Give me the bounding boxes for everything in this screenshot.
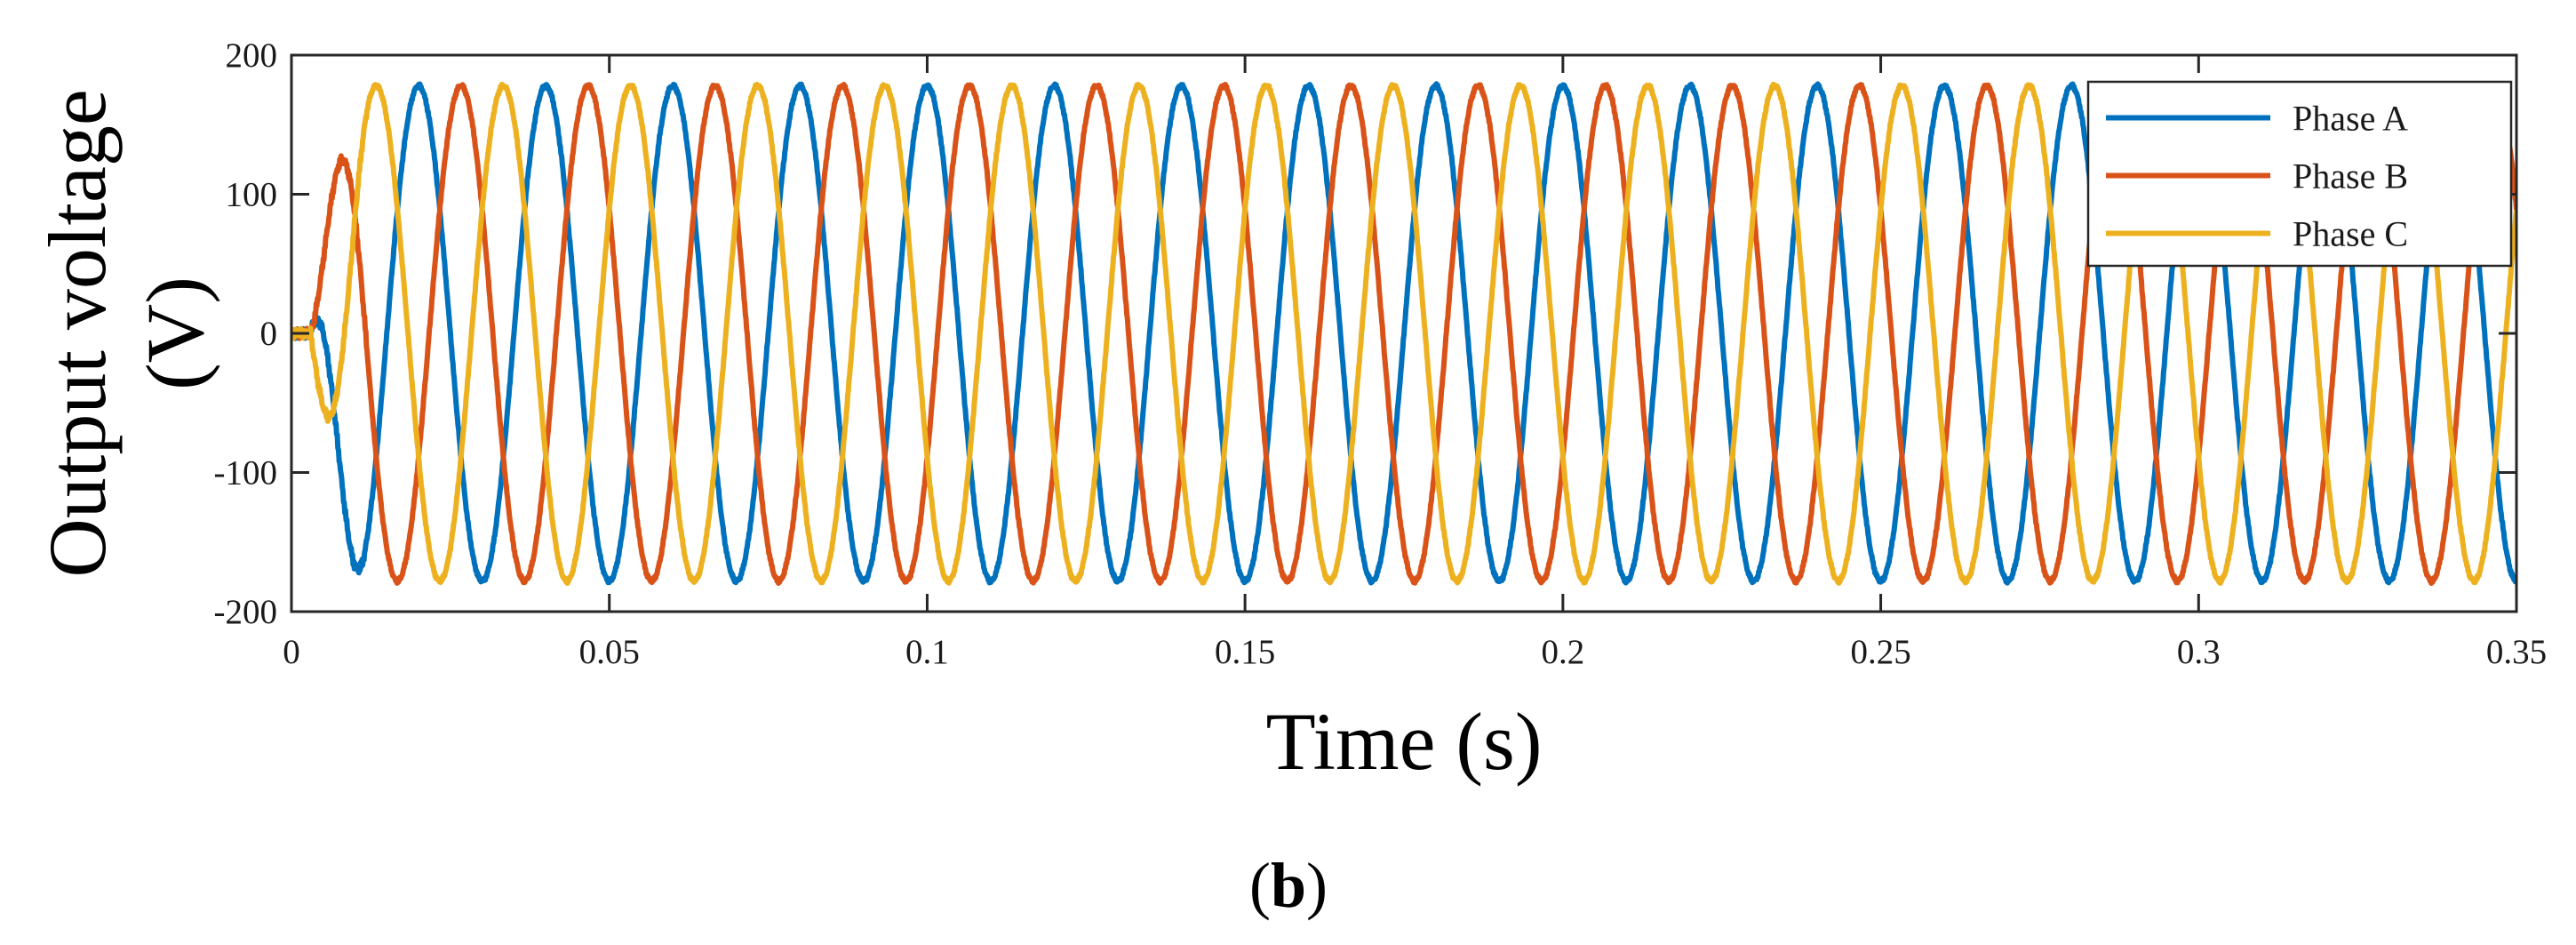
x-tick-label: 0.25 <box>1850 633 1910 671</box>
series-line-phase-a <box>291 81 2516 586</box>
y-tick-label: 200 <box>226 36 278 75</box>
x-axis-title: Time (s) <box>1266 696 1543 787</box>
y-axis-title-line-2: (V) <box>130 276 220 390</box>
legend: Phase A Phase B Phase C <box>2086 80 2513 268</box>
x-tick-label: 0.3 <box>2177 633 2221 671</box>
x-tick-label: 0.05 <box>579 633 640 671</box>
series-line-phase-b <box>291 82 2516 586</box>
legend-label: Phase C <box>2293 214 2408 254</box>
panel-caption: (b) <box>1249 850 1328 921</box>
y-tick-label: -200 <box>214 593 278 631</box>
y-tick-label: 100 <box>226 176 278 214</box>
legend-label: Phase A <box>2293 99 2408 139</box>
x-tick-label: 0.2 <box>1541 633 1584 671</box>
ticks-layer: 0 0.05 0.1 0.15 0.2 0.25 0.3 0.35 200 100 0 -100 -20… <box>214 36 2548 671</box>
x-tick-label: 0.1 <box>905 633 949 671</box>
legend-label: Phase B <box>2293 156 2408 196</box>
y-axis-title-line-1: Output voltage <box>32 89 123 577</box>
y-tick-label: -100 <box>214 454 278 493</box>
x-tick-label: 0 <box>283 633 300 671</box>
x-tick-label: 0.35 <box>2486 633 2547 671</box>
x-tick-label: 0.15 <box>1215 633 1275 671</box>
y-tick-label: 0 <box>260 315 278 353</box>
